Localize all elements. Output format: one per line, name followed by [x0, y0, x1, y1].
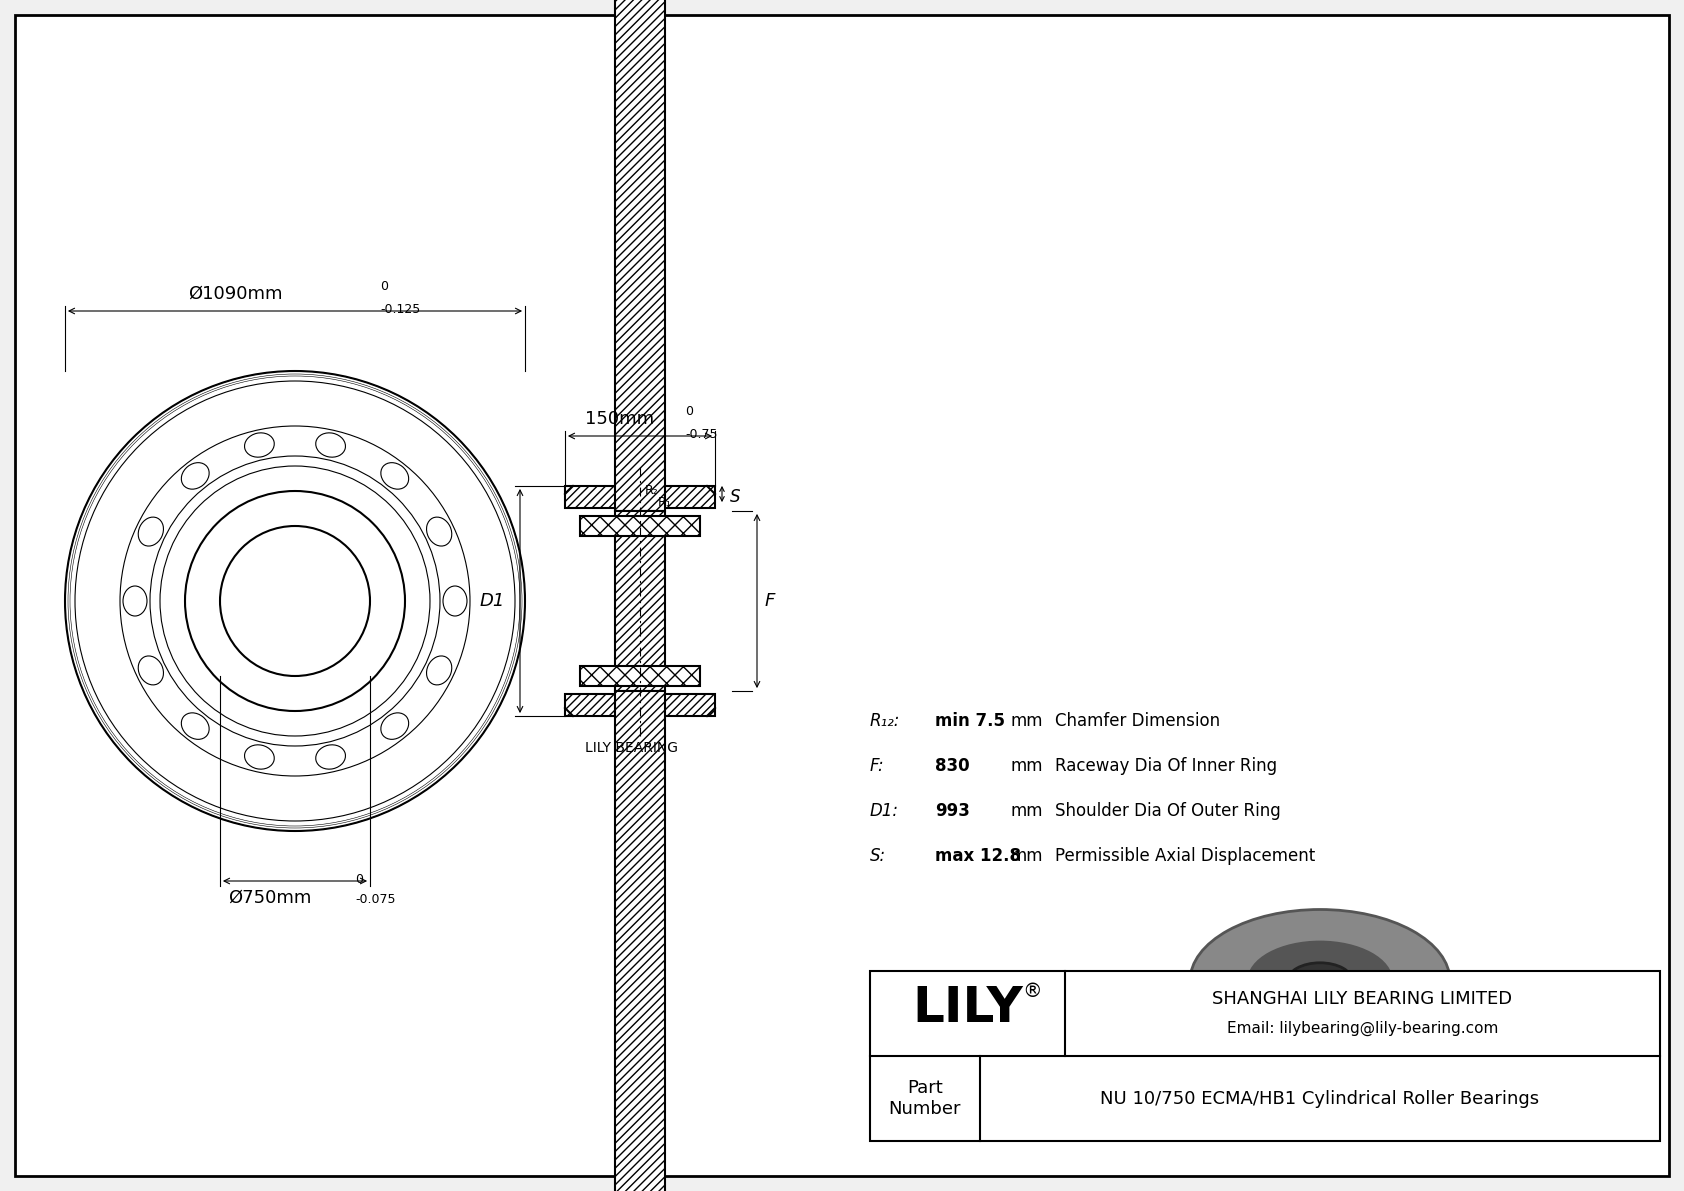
- Ellipse shape: [138, 656, 163, 685]
- Text: Ø750mm: Ø750mm: [229, 888, 312, 908]
- Bar: [871, 971, 1660, 1141]
- Ellipse shape: [123, 586, 147, 616]
- Text: R₁: R₁: [658, 497, 672, 510]
- Text: min 7.5: min 7.5: [935, 712, 1005, 730]
- Ellipse shape: [381, 713, 409, 740]
- Ellipse shape: [315, 432, 345, 457]
- Text: LILY BEARING: LILY BEARING: [584, 741, 679, 755]
- Ellipse shape: [315, 744, 345, 769]
- Text: ®: ®: [1022, 983, 1042, 1000]
- Text: mm: mm: [1010, 802, 1042, 819]
- Text: mm: mm: [1010, 847, 1042, 865]
- Bar: [566, 486, 716, 509]
- Ellipse shape: [244, 432, 274, 457]
- Text: Part
Number: Part Number: [889, 1079, 962, 1118]
- Text: -0.075: -0.075: [355, 893, 396, 906]
- Text: D1:: D1:: [871, 802, 899, 819]
- Text: 993: 993: [935, 802, 970, 819]
- Text: S: S: [729, 488, 741, 506]
- Text: 0: 0: [685, 405, 694, 418]
- Text: max 12.8: max 12.8: [935, 847, 1021, 865]
- Text: NU 10/750 ECMA/HB1 Cylindrical Roller Bearings: NU 10/750 ECMA/HB1 Cylindrical Roller Be…: [1100, 1090, 1539, 1108]
- Text: Shoulder Dia Of Outer Ring: Shoulder Dia Of Outer Ring: [1054, 802, 1282, 819]
- Ellipse shape: [182, 713, 209, 740]
- Bar: [615, 511, 665, 691]
- Bar: [615, 0, 665, 511]
- Text: F: F: [765, 592, 775, 610]
- Ellipse shape: [443, 586, 466, 616]
- Text: 0: 0: [355, 873, 364, 886]
- Ellipse shape: [1288, 962, 1352, 999]
- Ellipse shape: [381, 462, 409, 490]
- Ellipse shape: [1248, 942, 1391, 1019]
- Bar: [579, 516, 701, 536]
- Text: Ø1090mm: Ø1090mm: [187, 285, 283, 303]
- Bar: [615, 0, 665, 511]
- Bar: [615, 691, 665, 1191]
- Text: Email: lilybearing@lily-bearing.com: Email: lilybearing@lily-bearing.com: [1228, 1021, 1499, 1036]
- Bar: [566, 694, 716, 716]
- Bar: [579, 666, 701, 686]
- Ellipse shape: [426, 656, 451, 685]
- Ellipse shape: [244, 744, 274, 769]
- Text: R₁₂:: R₁₂:: [871, 712, 901, 730]
- Ellipse shape: [138, 517, 163, 545]
- Ellipse shape: [426, 517, 451, 545]
- Text: F:: F:: [871, 757, 884, 775]
- Bar: [615, 691, 665, 1191]
- Ellipse shape: [182, 462, 209, 490]
- Bar: [566, 694, 716, 716]
- Bar: [579, 516, 701, 536]
- Text: mm: mm: [1010, 757, 1042, 775]
- Text: 830: 830: [935, 757, 970, 775]
- Text: Permissible Axial Displacement: Permissible Axial Displacement: [1054, 847, 1315, 865]
- Ellipse shape: [1191, 910, 1450, 1053]
- Text: Chamfer Dimension: Chamfer Dimension: [1054, 712, 1221, 730]
- Text: R₂: R₂: [645, 485, 658, 498]
- Text: LILY: LILY: [913, 985, 1022, 1033]
- Text: 0: 0: [381, 280, 387, 293]
- Text: mm: mm: [1010, 712, 1042, 730]
- Text: S:: S:: [871, 847, 886, 865]
- Bar: [615, 511, 665, 691]
- Text: 150mm: 150mm: [586, 410, 655, 428]
- Text: D1: D1: [480, 592, 505, 610]
- Text: Raceway Dia Of Inner Ring: Raceway Dia Of Inner Ring: [1054, 757, 1276, 775]
- Bar: [579, 666, 701, 686]
- Text: -0.125: -0.125: [381, 303, 421, 316]
- Text: -0.75: -0.75: [685, 428, 717, 441]
- Text: SHANGHAI LILY BEARING LIMITED: SHANGHAI LILY BEARING LIMITED: [1212, 990, 1512, 1008]
- Bar: [566, 486, 716, 509]
